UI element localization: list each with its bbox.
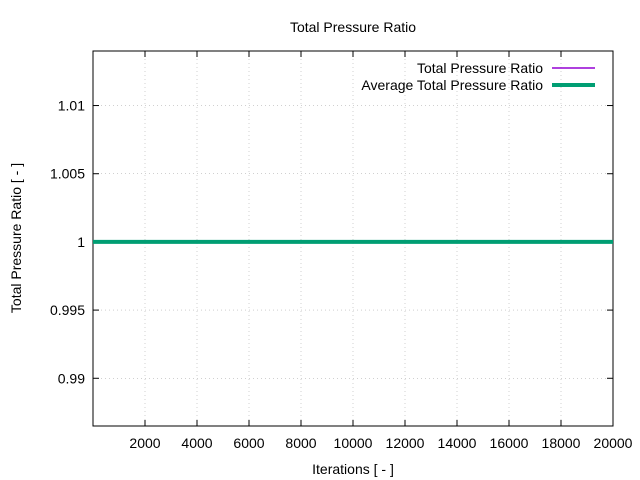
x-tick-label: 8000 xyxy=(285,435,316,451)
y-tick-label: 1.01 xyxy=(58,98,85,114)
x-tick-label: 10000 xyxy=(334,435,373,451)
x-axis-label: Iterations [ - ] xyxy=(312,461,394,477)
axis-ticks: 2000 4000 6000 8000 10000 12000 14000 16000 1800… xyxy=(50,51,633,451)
x-tick-label: 14000 xyxy=(438,435,477,451)
x-tick-label: 12000 xyxy=(386,435,425,451)
y-tick-label: 0.99 xyxy=(58,370,85,386)
grid xyxy=(93,51,613,426)
x-tick-label: 6000 xyxy=(233,435,264,451)
x-tick-label: 16000 xyxy=(490,435,529,451)
y-tick-label: 1.005 xyxy=(50,166,85,182)
y-tick-label: 1 xyxy=(77,234,85,250)
legend-label-1: Total Pressure Ratio xyxy=(417,60,543,76)
x-tick-label: 2000 xyxy=(129,435,160,451)
x-tick-label: 20000 xyxy=(594,435,633,451)
y-tick-label: 0.995 xyxy=(50,302,85,318)
chart-title: Total Pressure Ratio xyxy=(290,19,416,35)
legend-label-2: Average Total Pressure Ratio xyxy=(361,77,543,93)
x-tick-label: 18000 xyxy=(542,435,581,451)
x-tick-label: 4000 xyxy=(181,435,212,451)
y-axis-label: Total Pressure Ratio [ - ] xyxy=(8,163,24,313)
